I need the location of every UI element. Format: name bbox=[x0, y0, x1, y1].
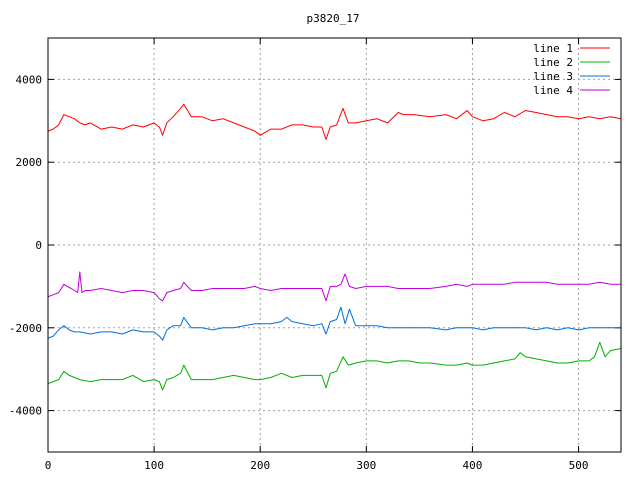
x-tick-label: 0 bbox=[45, 459, 52, 472]
axis-ticks: 0 100 200 300 400 500 -4000 -2000 0 2000 4000 bbox=[9, 38, 621, 472]
series-line-2 bbox=[47, 341, 622, 391]
series-line-4 bbox=[47, 271, 621, 302]
x-tick-label: 500 bbox=[569, 459, 589, 472]
chart-title: p3820_17 bbox=[307, 12, 360, 25]
x-tick-label: 200 bbox=[250, 459, 270, 472]
legend-label: line 4 bbox=[533, 84, 573, 97]
series-line-1 bbox=[47, 103, 622, 140]
y-tick-label: 2000 bbox=[16, 156, 43, 169]
y-tick-label: -2000 bbox=[9, 322, 42, 335]
y-tick-label: 0 bbox=[35, 239, 42, 252]
grid bbox=[48, 38, 621, 452]
y-tick-label: -4000 bbox=[9, 405, 42, 418]
x-tick-label: 400 bbox=[463, 459, 483, 472]
legend-label: line 2 bbox=[533, 56, 573, 69]
plot-frame bbox=[47, 37, 622, 453]
x-tick-label: 300 bbox=[356, 459, 376, 472]
x-tick-label: 100 bbox=[144, 459, 164, 472]
legend-label: line 1 bbox=[533, 42, 573, 55]
series-lines bbox=[47, 103, 622, 391]
series-line-3 bbox=[47, 306, 621, 341]
legend-label: line 3 bbox=[533, 70, 573, 83]
y-tick-label: 4000 bbox=[16, 73, 43, 86]
